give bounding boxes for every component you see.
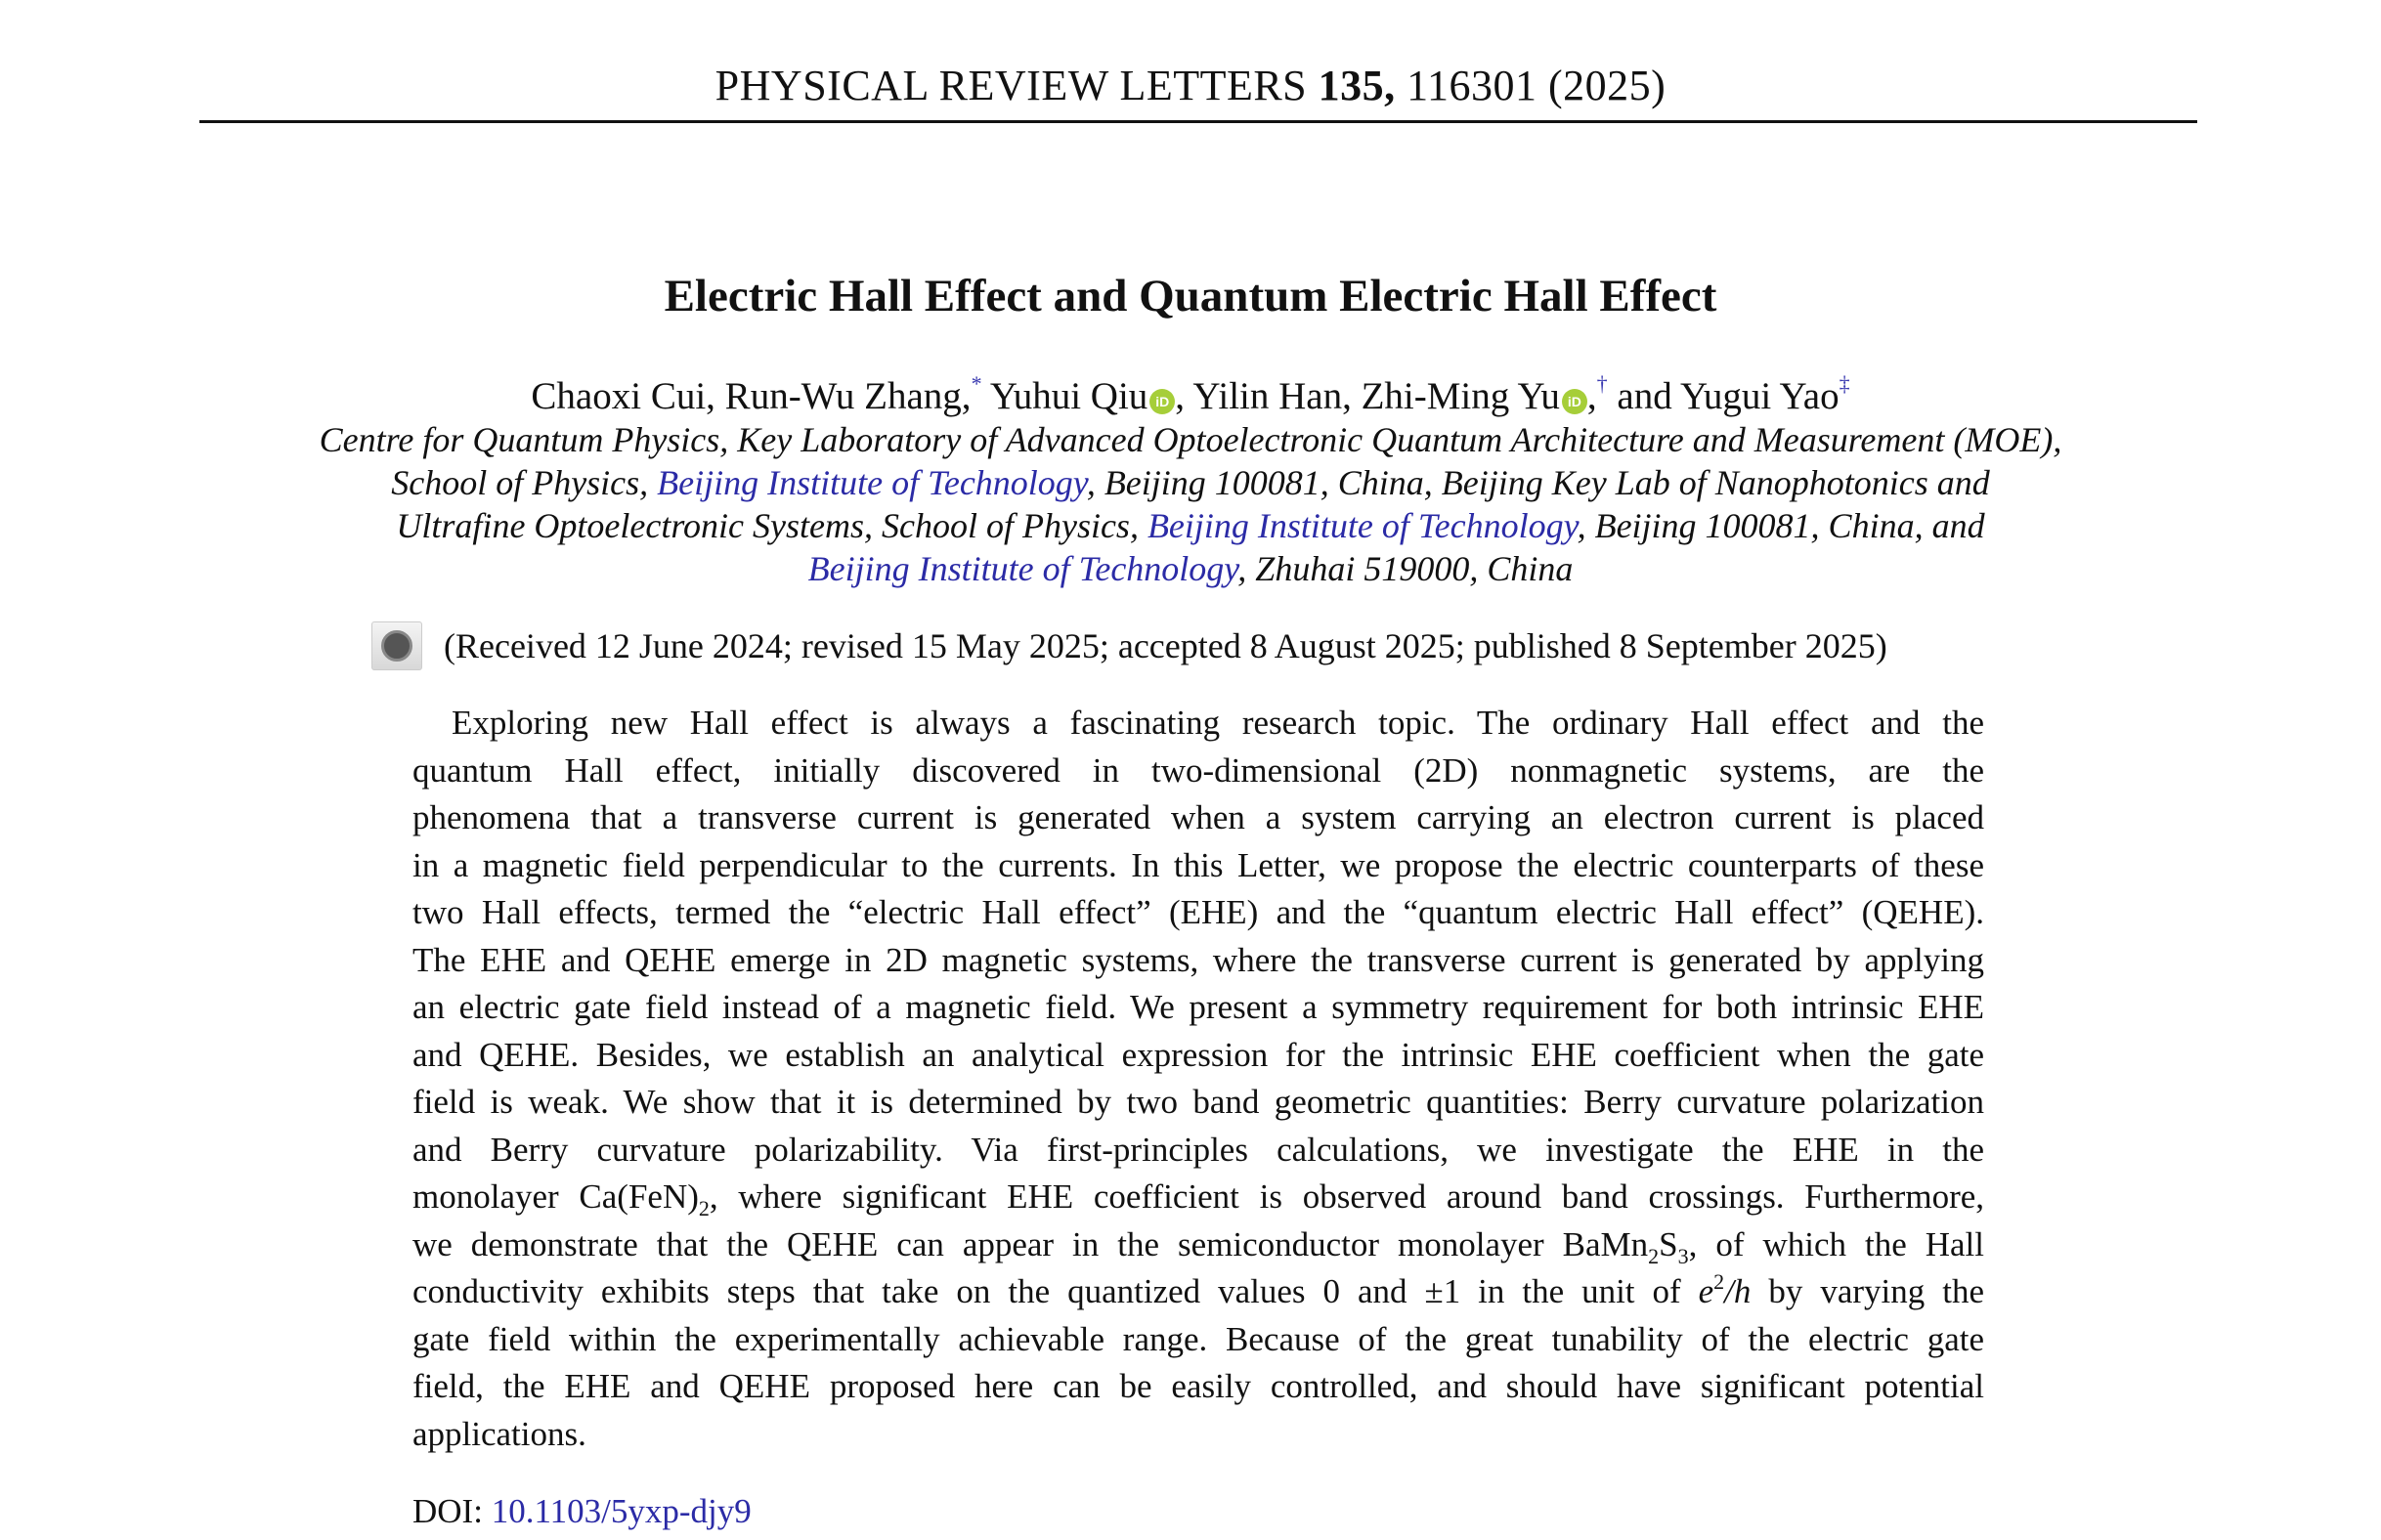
math: /h bbox=[1724, 1272, 1752, 1310]
affiliation-text: , Beijing 100081, China, Beijing Key Lab… bbox=[1086, 463, 1990, 502]
institution-link[interactable]: Beijing Institute of Technology bbox=[657, 463, 1087, 502]
affiliation-line: Centre for Quantum Physics, Key Laborato… bbox=[319, 420, 2062, 459]
abstract-line: field, the EHE and QEHE proposed here ca… bbox=[412, 1367, 1984, 1405]
affiliation-text: , Zhuhai 519000, China bbox=[1237, 549, 1574, 588]
abstract-line: gate field within the experimentally ach… bbox=[412, 1319, 1984, 1358]
author-list: Chaoxi Cui, Run-Wu Zhang,* Yuhui Qiu iD, … bbox=[0, 371, 2381, 418]
crossmark-icon[interactable] bbox=[371, 621, 422, 670]
abstract-line: and QEHE. Besides, we establish an analy… bbox=[412, 1035, 1984, 1074]
abstract-line: and Berry curvature polarizability. Via … bbox=[412, 1130, 1984, 1169]
abstract-line: monolayer Ca(FeN)2, where significant EH… bbox=[412, 1174, 1984, 1221]
abstract-line: The EHE and QEHE emerge in 2D magnetic s… bbox=[412, 940, 1984, 979]
orcid-icon[interactable]: iD bbox=[1149, 389, 1176, 414]
affiliation-line: Beijing Institute of Technology, Zhuhai … bbox=[0, 547, 2381, 590]
subscript: 2 bbox=[1648, 1243, 1660, 1268]
abstract-line: field is weak. We show that it is determ… bbox=[412, 1083, 1984, 1121]
text: , of which the Hall bbox=[1688, 1224, 1984, 1263]
footnote-link[interactable]: ‡ bbox=[1839, 371, 1850, 396]
footnote-link[interactable]: * bbox=[971, 371, 982, 396]
abstract-line: two Hall effects, termed the “electric H… bbox=[412, 893, 1984, 931]
dates-line: (Received 12 June 2024; revised 15 May 2… bbox=[371, 621, 1887, 670]
abstract-line: phenomena that a transverse current is g… bbox=[412, 798, 1984, 836]
journal-header: PHYSICAL REVIEW LETTERS 135, 116301 (202… bbox=[0, 61, 2381, 110]
author-text: and Yugui Yao bbox=[1607, 375, 1840, 417]
text: by varying the bbox=[1751, 1272, 1984, 1310]
affiliation-text: , Beijing 100081, China, and bbox=[1577, 506, 1985, 545]
text: conductivity exhibits steps that take on… bbox=[412, 1272, 1699, 1310]
text: S bbox=[1659, 1224, 1678, 1263]
abstract: Exploring new Hall effect is always a fa… bbox=[412, 700, 1984, 1458]
paper-title: Electric Hall Effect and Quantum Electri… bbox=[664, 271, 1717, 321]
orcid-icon[interactable]: iD bbox=[1561, 389, 1587, 414]
subscript: 3 bbox=[1677, 1243, 1689, 1268]
text: monolayer Ca(FeN) bbox=[412, 1177, 699, 1216]
doi-link[interactable]: 10.1103/5yxp-djy9 bbox=[491, 1492, 752, 1530]
received-dates: (Received 12 June 2024; revised 15 May 2… bbox=[444, 626, 1887, 665]
affiliations: Centre for Quantum Physics, Key Laborato… bbox=[0, 418, 2381, 590]
abstract-line: quantum Hall effect, initially discovere… bbox=[412, 750, 1984, 790]
math: e bbox=[1698, 1272, 1714, 1310]
journal-name: PHYSICAL REVIEW LETTERS bbox=[714, 62, 1308, 109]
affiliation-text: School of Physics, bbox=[391, 463, 658, 502]
header-rule bbox=[199, 120, 2197, 123]
abstract-line: in a magnetic field perpendicular to the… bbox=[412, 845, 1984, 884]
doi: DOI: 10.1103/5yxp-djy9 bbox=[412, 1492, 752, 1531]
superscript: 2 bbox=[1713, 1269, 1725, 1294]
abstract-line: conductivity exhibits steps that take on… bbox=[412, 1268, 1984, 1316]
author-text: Chaoxi Cui, Run-Wu Zhang, bbox=[531, 375, 972, 417]
doi-label: DOI: bbox=[412, 1492, 492, 1530]
abstract-line: Exploring new Hall effect is always a fa… bbox=[452, 704, 1984, 742]
journal-volume: 135, bbox=[1318, 62, 1396, 109]
subscript: 2 bbox=[698, 1196, 710, 1220]
journal-article: 116301 (2025) bbox=[1407, 62, 1667, 109]
footnote-link[interactable]: † bbox=[1596, 371, 1608, 396]
affiliation-line: School of Physics, Beijing Institute of … bbox=[0, 461, 2381, 504]
abstract-line: we demonstrate that the QEHE can appear … bbox=[412, 1221, 1984, 1269]
affiliation-line: Ultrafine Optoelectronic Systems, School… bbox=[0, 504, 2381, 547]
author-text: , Yilin Han, Zhi-Ming Yu bbox=[1175, 375, 1560, 417]
affiliation-text: Ultrafine Optoelectronic Systems, School… bbox=[396, 506, 1147, 545]
text: , where significant EHE coefficient is o… bbox=[709, 1177, 1985, 1216]
institution-link[interactable]: Beijing Institute of Technology bbox=[1147, 506, 1578, 545]
abstract-line: applications. bbox=[412, 1414, 586, 1453]
author-text: , bbox=[1586, 375, 1597, 417]
abstract-line: an electric gate field instead of a magn… bbox=[412, 988, 1984, 1026]
institution-link[interactable]: Beijing Institute of Technology bbox=[807, 549, 1238, 588]
author-text: Yuhui Qiu bbox=[981, 375, 1148, 417]
text: we demonstrate that the QEHE can appear … bbox=[412, 1224, 1649, 1263]
